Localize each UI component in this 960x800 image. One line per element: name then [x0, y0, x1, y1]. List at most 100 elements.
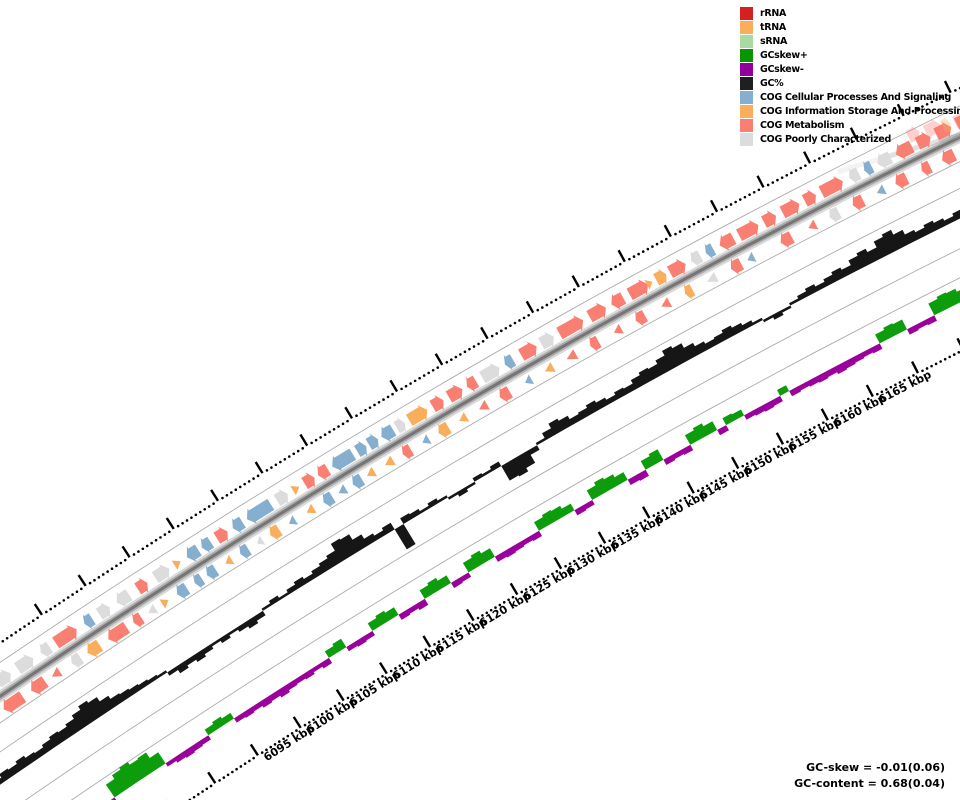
gene-arrow-info[interactable]: [459, 412, 470, 422]
gene-arrow-poor[interactable]: [0, 669, 11, 688]
gene-arrow-cell[interactable]: [525, 374, 535, 385]
gene-arrow-met[interactable]: [52, 625, 77, 649]
gene-arrow-met[interactable]: [780, 231, 795, 249]
gene-arrow-poor[interactable]: [538, 331, 554, 350]
gene-arrow-poor[interactable]: [393, 417, 406, 434]
gene-arrow-cell[interactable]: [186, 544, 202, 562]
gene-arrow-met[interactable]: [556, 315, 584, 340]
gene-arrow-info[interactable]: [87, 639, 104, 658]
gene-arrow-met[interactable]: [566, 349, 579, 360]
gene-arrow-met[interactable]: [499, 386, 514, 403]
gene-arrow-info[interactable]: [171, 560, 181, 570]
gene-arrow-met[interactable]: [731, 257, 745, 275]
gene-arrow-met[interactable]: [131, 612, 145, 629]
gene-arrow-cell[interactable]: [381, 424, 397, 442]
gene-arrow-met[interactable]: [429, 395, 444, 413]
gene-arrow-met[interactable]: [611, 292, 627, 310]
gene-arrow-met[interactable]: [134, 577, 149, 595]
gene-arrow-cell[interactable]: [322, 491, 336, 508]
gene-arrow-poor[interactable]: [13, 654, 34, 674]
gene-arrow-cell[interactable]: [503, 354, 517, 371]
gene-arrow-met[interactable]: [52, 667, 63, 677]
gene-arrow-poor[interactable]: [70, 652, 85, 669]
gene-arrow-info[interactable]: [405, 405, 428, 426]
gene-arrow-met[interactable]: [922, 119, 941, 138]
gene-arrow-info[interactable]: [385, 455, 396, 466]
gene-arrow-met[interactable]: [779, 198, 800, 219]
gene-arrow-info[interactable]: [290, 486, 300, 496]
gene-arrow-met[interactable]: [953, 112, 960, 130]
legend-item-gc_percent[interactable]: GC%: [740, 76, 960, 90]
gene-arrow-poor[interactable]: [151, 564, 170, 584]
gene-arrow-poor[interactable]: [479, 363, 500, 384]
gene-arrow-met[interactable]: [301, 472, 315, 490]
gene-arrow-met[interactable]: [852, 194, 866, 212]
gene-arrow-met[interactable]: [661, 297, 673, 307]
gene-arrow-info[interactable]: [644, 280, 653, 290]
gene-arrow-cell[interactable]: [289, 515, 299, 525]
gene-arrow-met[interactable]: [896, 140, 915, 160]
gene-arrow-poor[interactable]: [257, 535, 266, 545]
gene-arrow-cell[interactable]: [200, 536, 215, 553]
gene-arrow-poor[interactable]: [148, 603, 159, 614]
gene-arrow-met[interactable]: [518, 341, 537, 361]
legend-item-srna[interactable]: sRNA: [740, 34, 960, 48]
gene-arrow-met[interactable]: [921, 160, 933, 177]
gene-arrow-poor[interactable]: [116, 589, 133, 607]
gene-arrow-info[interactable]: [940, 116, 952, 133]
gene-arrow-poor[interactable]: [39, 641, 54, 658]
legend-item-gcskew_minus[interactable]: GCskew-: [740, 62, 960, 76]
gene-arrow-info[interactable]: [683, 284, 696, 300]
gene-arrow-poor[interactable]: [707, 272, 719, 282]
gene-arrow-cell[interactable]: [353, 440, 368, 457]
legend-item-cog_poorly[interactable]: COG Poorly Characterized: [740, 132, 960, 146]
gene-arrow-cell[interactable]: [176, 582, 191, 600]
gene-arrow-met[interactable]: [31, 676, 49, 695]
gene-arrow-met[interactable]: [317, 463, 332, 481]
gene-arrow-cell[interactable]: [232, 516, 246, 534]
gene-arrow-met[interactable]: [666, 258, 686, 278]
gene-arrow-info[interactable]: [225, 555, 235, 565]
legend-item-cog_cellular[interactable]: COG Cellular Processes And Signaling: [740, 90, 960, 104]
gene-arrow-info[interactable]: [367, 466, 378, 477]
gene-arrow-met[interactable]: [589, 335, 602, 352]
gene-arrow-poor[interactable]: [829, 206, 842, 224]
gene-arrow-cell[interactable]: [205, 564, 220, 581]
gene-arrow-met[interactable]: [213, 526, 228, 544]
gene-arrow-info[interactable]: [545, 362, 556, 372]
gene-arrow-met[interactable]: [108, 621, 131, 644]
gene-arrow-met[interactable]: [445, 384, 463, 403]
gene-arrow-met[interactable]: [736, 220, 759, 241]
gene-arrow-poor[interactable]: [690, 250, 704, 267]
legend-item-trna[interactable]: tRNA: [740, 20, 960, 34]
gene-arrow-met[interactable]: [818, 176, 843, 198]
legend-item-rrna[interactable]: rRNA: [740, 6, 960, 20]
gene-arrow-met[interactable]: [586, 302, 606, 323]
gene-arrow-met[interactable]: [466, 375, 480, 392]
gene-arrow-info[interactable]: [653, 268, 667, 286]
gene-arrow-met[interactable]: [942, 148, 958, 166]
gene-arrow-met[interactable]: [761, 210, 776, 228]
gene-arrow-poor[interactable]: [273, 489, 288, 507]
gene-arrow-cell[interactable]: [422, 434, 432, 444]
gene-arrow-met[interactable]: [719, 232, 737, 251]
gene-arrow-met[interactable]: [613, 323, 624, 334]
gene-arrow-met[interactable]: [626, 279, 649, 301]
gene-arrow-cell[interactable]: [246, 498, 275, 524]
gene-arrow-met[interactable]: [801, 189, 816, 207]
legend-item-cog_metabolism[interactable]: COG Metabolism: [740, 118, 960, 132]
gene-arrow-cell[interactable]: [863, 160, 875, 177]
gene-arrow-met[interactable]: [3, 691, 27, 714]
gene-arrow-info[interactable]: [438, 421, 452, 439]
gene-arrow-met[interactable]: [479, 400, 490, 410]
gene-arrow-poor[interactable]: [849, 167, 862, 184]
gene-arrow-met[interactable]: [401, 444, 415, 461]
gene-arrow-cell[interactable]: [239, 543, 252, 560]
gene-arrow-met[interactable]: [952, 110, 960, 129]
gene-arrow-met[interactable]: [914, 131, 931, 150]
gene-arrow-met[interactable]: [895, 172, 910, 190]
gene-arrow-met[interactable]: [933, 121, 952, 141]
gene-arrow-info[interactable]: [269, 524, 283, 541]
gene-arrow-info[interactable]: [159, 599, 169, 609]
gene-arrow-cell[interactable]: [876, 184, 887, 195]
